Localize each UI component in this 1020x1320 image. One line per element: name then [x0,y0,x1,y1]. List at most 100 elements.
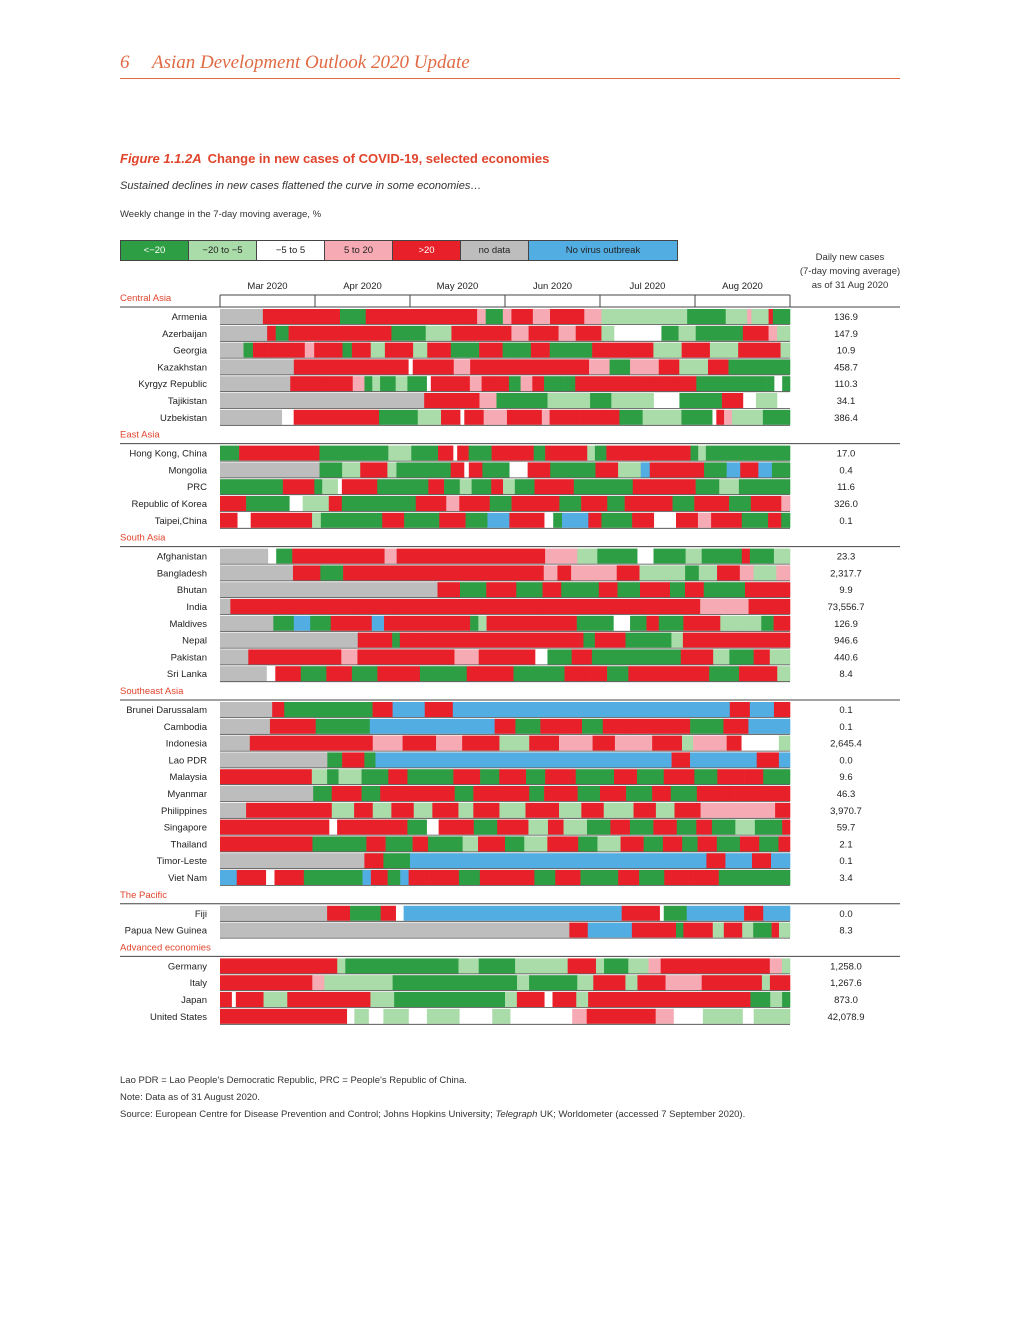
heatmap-cell [681,735,694,751]
heatmap-cell [663,905,688,921]
heatmap-cell [618,870,640,885]
heatmap-cell [380,786,422,801]
heatmap-cell [453,359,471,375]
heatmap-cell [532,309,551,324]
heatmap-cell [357,632,393,648]
heatmap-cell [753,922,772,938]
heatmap-cell [520,376,533,392]
heatmap-cell [220,870,238,885]
heatmap-cell [372,802,392,818]
heatmap-cell [220,718,271,734]
heatmap-cell [676,922,684,938]
heatmap-cell [739,565,754,581]
heatmap-cell [725,309,748,324]
heatmap-cell [429,870,460,885]
group-label: Southeast Asia [120,686,184,697]
heatmap-cell [729,649,754,665]
heatmap-cell [576,615,614,631]
heatmap-cell [220,325,268,341]
heatmap-cell [771,922,780,938]
heatmap-cell [681,409,713,425]
heatmap-cell [453,769,481,785]
heatmap-cell [539,615,578,631]
row-label: Kazakhstan [157,362,207,373]
heatmap-cell [407,376,428,392]
heatmap-cell [220,496,247,511]
heatmap-cell [413,802,433,818]
heatmap-cell [702,1008,744,1024]
heatmap-cell [648,958,661,974]
heatmap-cell [220,479,284,495]
heatmap-cell [319,445,389,461]
daily-cases-header-line-1: Daily new cases [815,252,885,263]
heatmap-cell [262,309,277,324]
daily-cases-value: 3,970.7 [830,806,862,817]
heatmap-cell [459,496,491,511]
heatmap-cell [371,615,385,631]
heatmap-cell [550,462,596,478]
heatmap-cell [782,819,791,835]
heatmap-cell [485,309,504,324]
heatmap-cell [459,479,472,495]
heatmap-cell [703,582,727,598]
heatmap-cell [364,376,373,392]
heatmap-cell [464,462,470,478]
heatmap-cell [526,769,546,785]
heatmap-cell [769,649,791,665]
heatmap-cell [326,666,353,682]
heatmap-cell [763,769,791,785]
heatmap-cell [464,325,504,341]
heatmap-cell [364,853,384,869]
month-tick-label: May 2020 [437,281,479,292]
daily-cases-value: 0.0 [839,755,852,766]
heatmap-cell [384,615,397,631]
heatmap-cell [649,376,662,392]
heatmap-cell [274,870,305,885]
heatmap-cell [761,975,771,991]
heatmap-cell [686,905,745,921]
heatmap-cell [479,870,514,885]
heatmap-cell [544,376,564,392]
heatmap-cell [646,615,660,631]
heatmap-cell [249,735,374,751]
heatmap-cell [438,445,454,461]
heatmap-cell [220,376,291,392]
heatmap-cell [425,325,452,341]
daily-cases-value: 9.6 [839,772,852,783]
heatmap-cell [564,666,578,682]
heatmap-cell [594,632,626,648]
heatmap-cell [611,393,655,408]
heatmap-cell [711,512,743,528]
row-label: Papua New Guinea [125,926,208,937]
heatmap-cell [700,802,739,818]
heatmap-cell [642,409,682,425]
heatmap-cell [618,462,642,478]
figure-title: Change in new cases of COVID-19, selecte… [207,151,550,166]
heatmap-cell [601,309,688,324]
heatmap-cell [625,342,654,358]
heatmap-cell [478,836,506,852]
heatmap-cell [220,309,264,324]
heatmap-cell [758,462,773,478]
heatmap-cell [399,632,420,648]
heatmap-cell [769,975,791,991]
daily-cases-value: 126.9 [834,619,858,630]
heatmap-cell [557,565,572,581]
heatmap-cell [514,479,535,495]
heatmap-cell [685,565,700,581]
heatmap-cell [314,342,343,358]
heatmap-cell [739,836,760,852]
heatmap-cell [459,1008,493,1024]
heatmap-cell [695,479,720,495]
heatmap-cell [614,769,638,785]
heatmap-cell [694,496,704,511]
heatmap-cell [378,409,419,425]
heatmap-cell [478,958,516,974]
heatmap-cell [252,342,268,358]
heatmap-cell [408,359,414,375]
heatmap-cell [437,582,461,598]
heatmap-cell [458,870,481,885]
heatmap-cell [723,922,743,938]
heatmap-cell [272,702,285,717]
